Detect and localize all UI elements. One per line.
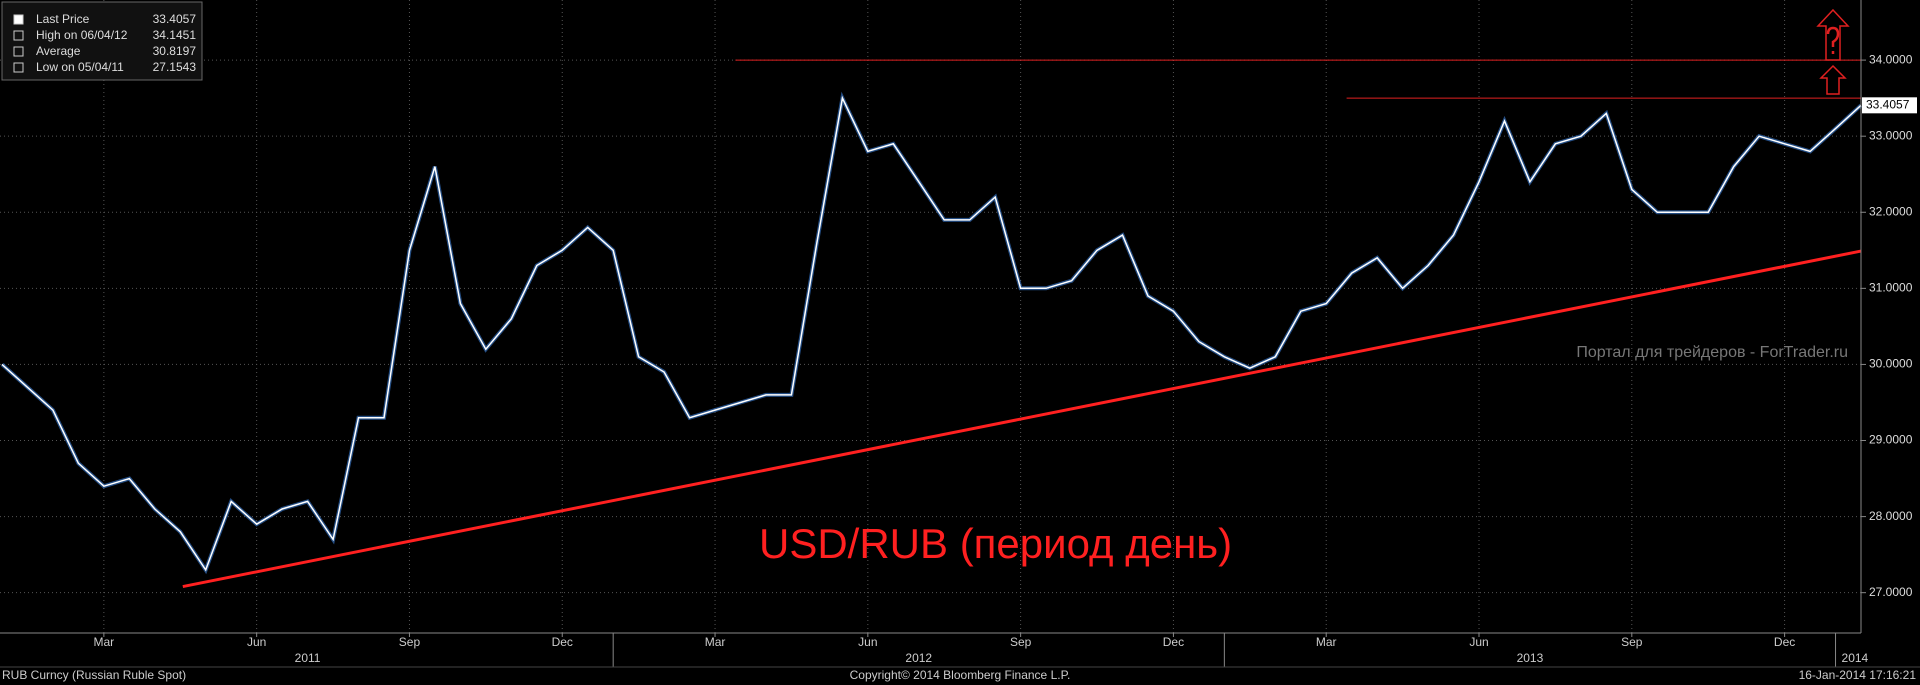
legend-label: Low on 05/04/11 bbox=[36, 60, 124, 74]
x-tick-label: Sep bbox=[399, 635, 421, 649]
legend-swatch bbox=[13, 14, 24, 25]
grid bbox=[0, 0, 1861, 633]
legend-value: 34.1451 bbox=[153, 28, 197, 42]
signal-icon bbox=[1816, 8, 1850, 95]
x-tick-label: Jun bbox=[247, 635, 266, 649]
footer-left: RUB Curncy (Russian Ruble Spot) bbox=[2, 668, 186, 682]
y-tick-label: 30.0000 bbox=[1869, 357, 1913, 371]
x-tick-label: Dec bbox=[552, 635, 573, 649]
x-tick-label: Dec bbox=[1163, 635, 1184, 649]
y-tick-label: 33.0000 bbox=[1869, 128, 1913, 142]
y-tick-label: 28.0000 bbox=[1869, 509, 1913, 523]
last-price-tag bbox=[1862, 97, 1917, 114]
legend-box bbox=[1, 1, 203, 81]
price-line bbox=[1, 95, 1862, 572]
last-price-label: 33.4057 bbox=[1866, 97, 1910, 111]
legend-label: Last Price bbox=[36, 12, 90, 26]
legend-swatch bbox=[13, 30, 24, 41]
x-tick-label: Mar bbox=[94, 635, 115, 649]
year-label: 2011 bbox=[295, 651, 321, 665]
x-tick-label: Mar bbox=[705, 635, 726, 649]
footer-right: 16-Jan-2014 17:16:21 bbox=[1799, 668, 1917, 682]
legend-label: High on 06/04/12 bbox=[36, 28, 128, 42]
legend-value: 33.4057 bbox=[153, 12, 197, 26]
x-tick-label: Jun bbox=[858, 635, 877, 649]
footer-center: Copyright© 2014 Bloomberg Finance L.P. bbox=[850, 668, 1071, 682]
y-tick-label: 29.0000 bbox=[1869, 433, 1913, 447]
x-tick-label: Dec bbox=[1774, 635, 1795, 649]
legend-swatch bbox=[13, 46, 24, 57]
x-tick-label: Sep bbox=[1010, 635, 1032, 649]
watermark: Портал для трейдеров - ForTrader.ru bbox=[1576, 344, 1848, 361]
x-tick-label: Sep bbox=[1621, 635, 1643, 649]
year-label: 2012 bbox=[905, 651, 932, 665]
year-label: 2014 bbox=[1842, 651, 1869, 665]
trend-line bbox=[182, 249, 1862, 589]
marks bbox=[0, 59, 1863, 589]
y-tick-label: 31.0000 bbox=[1869, 281, 1913, 295]
y-tick-label: 32.0000 bbox=[1869, 204, 1913, 218]
year-label: 2013 bbox=[1517, 651, 1544, 665]
y-tick-label: 27.0000 bbox=[1869, 585, 1913, 599]
legend-swatch bbox=[13, 62, 24, 73]
x-tick-label: Jun bbox=[1469, 635, 1488, 649]
legend-label: Average bbox=[36, 44, 81, 58]
x-tick-label: Mar bbox=[1316, 635, 1337, 649]
y-tick-label: 34.0000 bbox=[1869, 52, 1913, 66]
legend-value: 30.8197 bbox=[153, 44, 197, 58]
legend: Last Price 33.4057 High on 06/04/12 34.1451… bbox=[13, 12, 197, 74]
legend-value: 27.1543 bbox=[153, 60, 197, 74]
annotation: USD/RUB (период день) bbox=[759, 520, 1232, 567]
